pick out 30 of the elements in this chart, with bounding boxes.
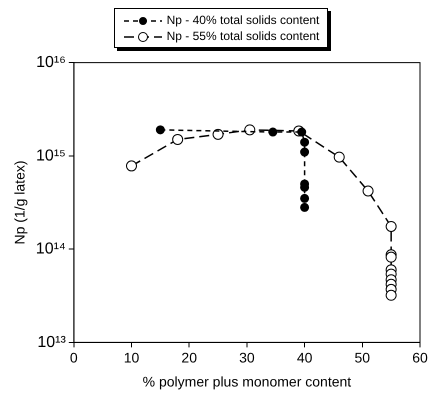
x-tick-label: 0 <box>70 350 78 366</box>
y-tick-label: 10¹³ <box>37 334 66 351</box>
point <box>362 186 374 197</box>
point <box>126 160 137 172</box>
legend-label: Np - 40% total solids content <box>166 12 320 28</box>
point <box>334 152 345 163</box>
y-tick-label: 10¹⁵ <box>36 147 66 164</box>
point <box>300 148 310 157</box>
point <box>212 128 224 140</box>
x-tick-label: 30 <box>239 350 255 366</box>
y-tick-label: 10¹⁴ <box>36 240 66 258</box>
point <box>268 128 278 137</box>
x-tick-label: 50 <box>354 350 370 366</box>
x-axis-title: % polymer plus monomer content <box>142 373 352 390</box>
x-tick-label: 20 <box>181 350 198 366</box>
point <box>386 290 397 301</box>
x-tick-label: 60 <box>412 350 428 366</box>
point <box>386 252 397 263</box>
x-tick-label: 10 <box>124 350 140 366</box>
y-tick-label: 10¹⁶ <box>36 54 66 72</box>
point <box>300 202 310 212</box>
point <box>172 134 184 145</box>
point <box>297 128 306 137</box>
x-tick-label: 40 <box>296 350 313 366</box>
point <box>386 220 397 232</box>
legend-label: Np - 55% total solids content <box>166 28 320 44</box>
point <box>156 125 165 134</box>
point <box>300 194 310 203</box>
y-axis-title: Np (1/g latex) <box>11 160 28 245</box>
point <box>300 138 310 147</box>
